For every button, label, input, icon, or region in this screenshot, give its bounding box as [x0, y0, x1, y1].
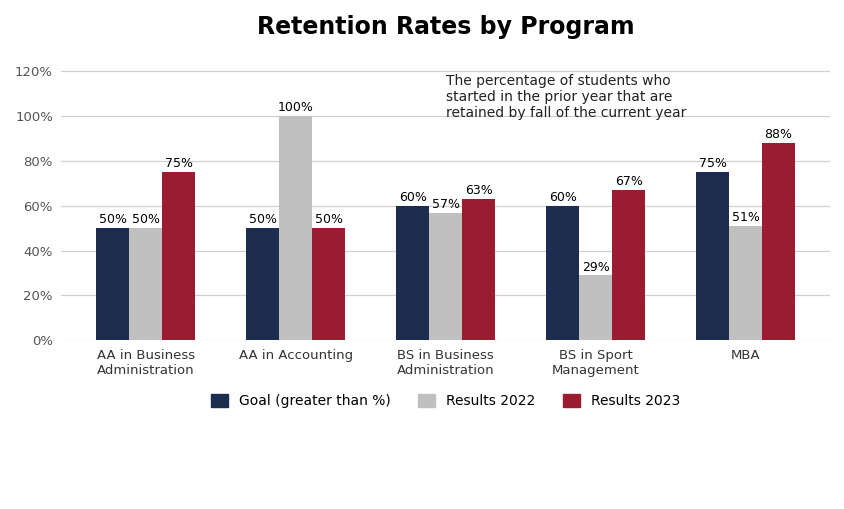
Bar [279, 116, 311, 341]
Text: 75%: 75% [698, 157, 726, 171]
Text: 88%: 88% [764, 128, 792, 142]
Bar [761, 143, 794, 341]
Bar [429, 213, 462, 341]
Bar [162, 172, 195, 341]
Bar [578, 275, 611, 341]
Bar [96, 228, 129, 341]
Text: 51%: 51% [731, 211, 759, 224]
Text: 50%: 50% [132, 213, 160, 227]
Text: 67%: 67% [614, 176, 641, 188]
Text: 57%: 57% [431, 198, 459, 211]
Bar [129, 228, 162, 341]
Bar [246, 228, 279, 341]
Text: 60%: 60% [548, 191, 576, 204]
Bar [695, 172, 728, 341]
Bar [545, 206, 578, 341]
Title: Retention Rates by Program: Retention Rates by Program [257, 15, 634, 39]
Bar [396, 206, 429, 341]
Text: 63%: 63% [464, 184, 492, 197]
Bar [728, 226, 761, 341]
Bar [462, 199, 495, 341]
Text: 29%: 29% [581, 261, 609, 273]
Text: The percentage of students who
started in the prior year that are
retained by fa: The percentage of students who started i… [445, 73, 685, 120]
Legend: Goal (greater than %), Results 2022, Results 2023: Goal (greater than %), Results 2022, Res… [205, 388, 685, 414]
Text: 75%: 75% [165, 157, 192, 171]
Text: 50%: 50% [248, 213, 276, 227]
Text: 50%: 50% [99, 213, 127, 227]
Text: 60%: 60% [398, 191, 426, 204]
Text: 50%: 50% [314, 213, 343, 227]
Bar [311, 228, 345, 341]
Text: 100%: 100% [278, 101, 313, 115]
Bar [611, 190, 644, 341]
